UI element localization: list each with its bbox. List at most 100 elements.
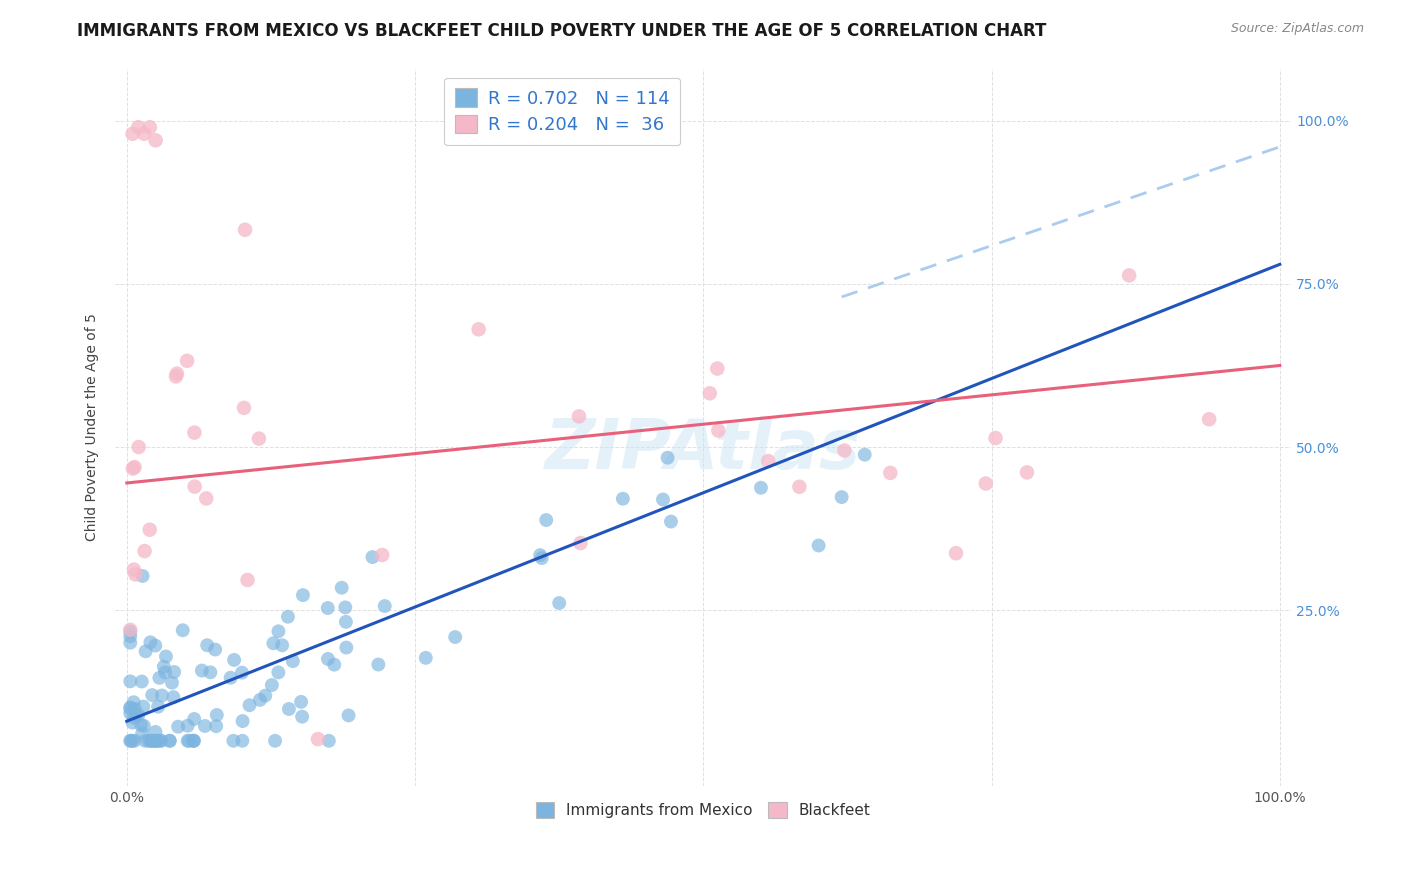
- Point: [834, 443, 856, 458]
- Point: [139, 635, 162, 649]
- Point: [149, 733, 172, 747]
- Point: [155, 649, 177, 664]
- Point: [163, 665, 186, 679]
- Point: [141, 733, 163, 747]
- Point: [172, 624, 194, 638]
- Point: [264, 733, 287, 747]
- Point: [374, 599, 396, 613]
- Point: [159, 733, 181, 747]
- Point: [291, 709, 314, 723]
- Point: [120, 701, 142, 715]
- Point: [789, 480, 811, 494]
- Point: [139, 733, 162, 747]
- Point: [122, 711, 145, 725]
- Point: [121, 127, 143, 141]
- Point: [153, 659, 176, 673]
- Point: [159, 733, 181, 747]
- Point: [145, 133, 167, 147]
- Point: [120, 733, 142, 747]
- Text: Source: ZipAtlas.com: Source: ZipAtlas.com: [1230, 22, 1364, 36]
- Point: [132, 719, 155, 733]
- Point: [569, 536, 592, 550]
- Point: [176, 353, 198, 368]
- Point: [131, 726, 153, 740]
- Point: [200, 665, 222, 680]
- Point: [247, 432, 270, 446]
- Point: [281, 654, 304, 668]
- Point: [124, 733, 146, 747]
- Point: [138, 523, 160, 537]
- Point: [183, 733, 205, 747]
- Text: IMMIGRANTS FROM MEXICO VS BLACKFEET CHILD POVERTY UNDER THE AGE OF 5 CORRELATION: IMMIGRANTS FROM MEXICO VS BLACKFEET CHIL…: [77, 22, 1046, 40]
- Point: [176, 733, 198, 747]
- Point: [323, 657, 346, 672]
- Point: [165, 369, 187, 384]
- Point: [236, 573, 259, 587]
- Point: [659, 515, 682, 529]
- Point: [122, 695, 145, 709]
- Point: [316, 601, 339, 615]
- Point: [129, 717, 152, 731]
- Point: [219, 671, 242, 685]
- Legend: Immigrants from Mexico, Blackfeet: Immigrants from Mexico, Blackfeet: [529, 794, 879, 825]
- Point: [756, 454, 779, 468]
- Point: [120, 623, 142, 637]
- Point: [232, 714, 254, 728]
- Point: [183, 425, 205, 440]
- Point: [316, 652, 339, 666]
- Point: [277, 702, 299, 716]
- Point: [335, 640, 357, 655]
- Point: [267, 665, 290, 680]
- Point: [222, 733, 245, 747]
- Point: [121, 733, 143, 747]
- Point: [467, 322, 489, 336]
- Point: [122, 563, 145, 577]
- Point: [120, 700, 142, 714]
- Point: [249, 693, 271, 707]
- Point: [277, 609, 299, 624]
- Point: [879, 466, 901, 480]
- Point: [530, 551, 553, 566]
- Point: [131, 674, 153, 689]
- Point: [183, 480, 205, 494]
- Point: [177, 719, 200, 733]
- Point: [205, 708, 228, 723]
- Point: [120, 624, 142, 639]
- Point: [536, 513, 558, 527]
- Point: [260, 678, 283, 692]
- Point: [1015, 466, 1038, 480]
- Point: [233, 401, 256, 415]
- Point: [290, 695, 312, 709]
- Point: [330, 581, 353, 595]
- Point: [444, 630, 467, 644]
- Point: [335, 615, 357, 629]
- Point: [191, 664, 214, 678]
- Point: [131, 569, 153, 583]
- Point: [138, 733, 160, 747]
- Point: [1118, 268, 1140, 283]
- Point: [181, 733, 204, 747]
- Point: [132, 127, 155, 141]
- Y-axis label: Child Poverty Under the Age of 5: Child Poverty Under the Age of 5: [86, 314, 100, 541]
- Point: [183, 733, 205, 747]
- Point: [146, 699, 169, 714]
- Point: [262, 636, 284, 650]
- Point: [335, 600, 357, 615]
- Point: [853, 448, 876, 462]
- Point: [153, 665, 176, 680]
- Point: [150, 689, 173, 703]
- Point: [125, 709, 148, 723]
- Point: [657, 450, 679, 465]
- Point: [548, 596, 571, 610]
- Point: [652, 492, 675, 507]
- Point: [371, 548, 394, 562]
- Point: [120, 629, 142, 643]
- Point: [141, 688, 163, 702]
- Point: [121, 715, 143, 730]
- Point: [984, 431, 1007, 445]
- Point: [318, 733, 340, 747]
- Point: [807, 539, 830, 553]
- Point: [612, 491, 634, 506]
- Point: [337, 708, 360, 723]
- Point: [749, 481, 772, 495]
